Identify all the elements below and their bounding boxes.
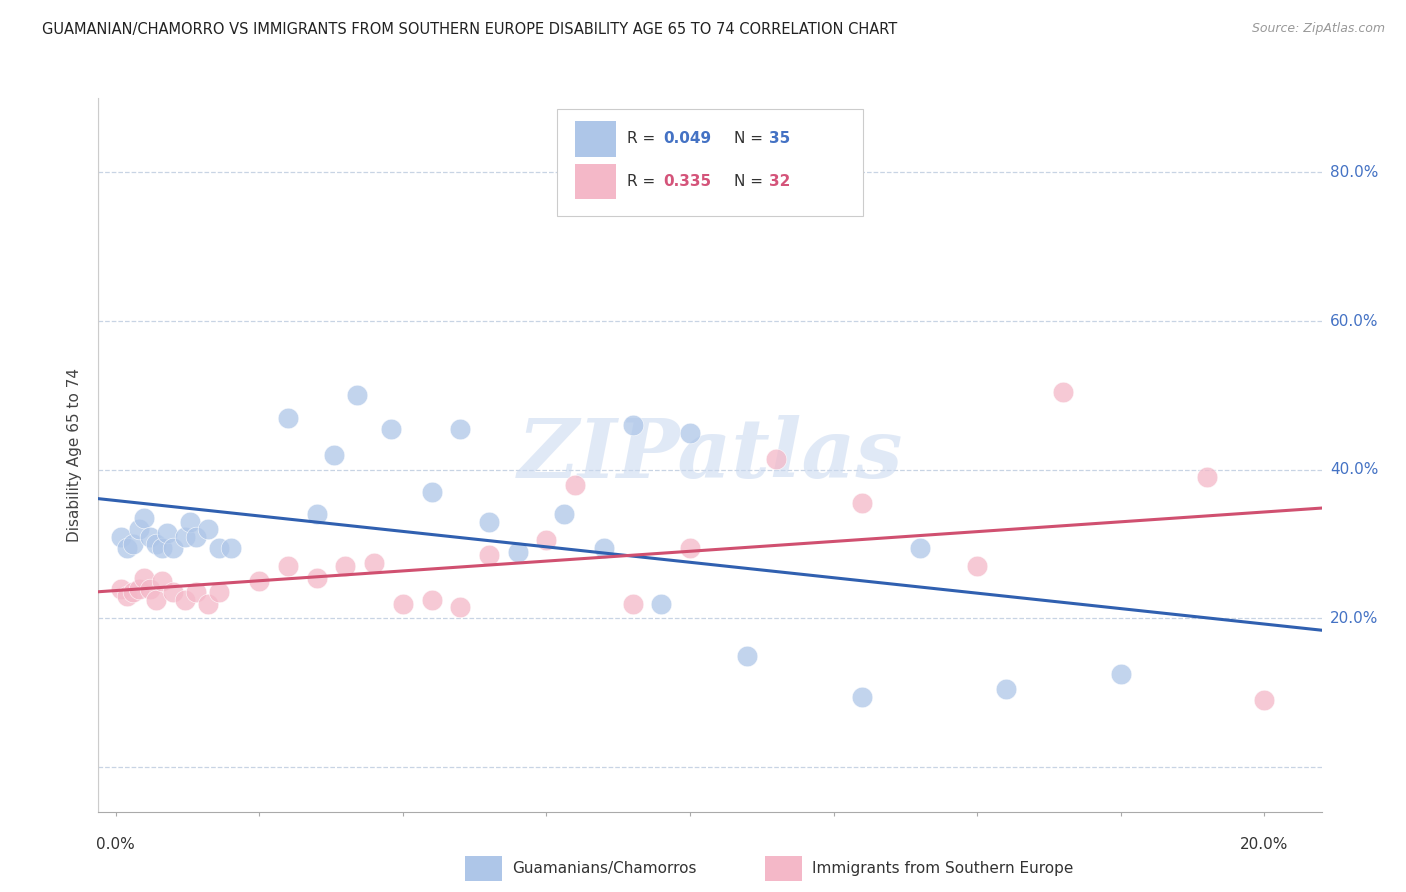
Point [994, 681, 1017, 696]
Point [966, 559, 988, 574]
Point [197, 597, 219, 611]
Point [134, 571, 156, 585]
Point [208, 541, 231, 555]
Point [277, 410, 299, 425]
Point [162, 585, 184, 599]
Text: R =: R = [627, 131, 659, 146]
Text: Source: ZipAtlas.com: Source: ZipAtlas.com [1251, 22, 1385, 36]
FancyBboxPatch shape [765, 856, 801, 881]
Point [156, 526, 179, 541]
Point [380, 422, 402, 436]
Point [1253, 693, 1275, 707]
Point [150, 574, 173, 589]
Point [139, 530, 162, 544]
Point [335, 559, 357, 574]
Point [197, 522, 219, 536]
Point [679, 541, 702, 555]
Text: 32: 32 [769, 174, 790, 189]
Point [115, 541, 138, 555]
Text: GUAMANIAN/CHAMORRO VS IMMIGRANTS FROM SOUTHERN EUROPE DISABILITY AGE 65 TO 74 CO: GUAMANIAN/CHAMORRO VS IMMIGRANTS FROM SO… [42, 22, 897, 37]
Text: N =: N = [734, 131, 768, 146]
Point [506, 544, 529, 558]
Text: 35: 35 [769, 131, 790, 146]
Point [184, 585, 207, 599]
Point [128, 582, 150, 596]
Point [322, 448, 344, 462]
Point [679, 425, 702, 440]
Point [346, 388, 368, 402]
Point [449, 600, 471, 615]
Point [851, 690, 873, 704]
Point [737, 648, 759, 663]
Point [128, 522, 150, 536]
Point [564, 477, 586, 491]
Point [305, 508, 328, 522]
Point [145, 537, 167, 551]
Text: Guamanians/Chamorros: Guamanians/Chamorros [512, 862, 696, 876]
Point [277, 559, 299, 574]
Point [247, 574, 270, 589]
Text: R =: R = [627, 174, 659, 189]
Point [145, 592, 167, 607]
Text: 60.0%: 60.0% [1330, 314, 1378, 328]
Point [122, 537, 145, 551]
Point [162, 541, 184, 555]
Text: 0.049: 0.049 [664, 131, 711, 146]
Point [134, 511, 156, 525]
Point [765, 451, 787, 466]
Point [908, 541, 931, 555]
Point [1052, 384, 1074, 399]
Text: 0.335: 0.335 [664, 174, 711, 189]
Text: Immigrants from Southern Europe: Immigrants from Southern Europe [811, 862, 1073, 876]
Point [420, 592, 443, 607]
FancyBboxPatch shape [575, 164, 616, 200]
Point [139, 582, 162, 596]
Point [219, 541, 242, 555]
Point [173, 530, 195, 544]
Text: 40.0%: 40.0% [1330, 462, 1378, 477]
FancyBboxPatch shape [575, 121, 616, 157]
Point [208, 585, 231, 599]
Point [110, 582, 132, 596]
Point [305, 571, 328, 585]
Point [150, 541, 173, 555]
Point [184, 530, 207, 544]
Point [553, 508, 575, 522]
Y-axis label: Disability Age 65 to 74: Disability Age 65 to 74 [67, 368, 83, 542]
Point [173, 592, 195, 607]
Text: 20.0%: 20.0% [1240, 837, 1288, 852]
FancyBboxPatch shape [465, 856, 502, 881]
Text: 0.0%: 0.0% [96, 837, 135, 852]
Text: 80.0%: 80.0% [1330, 165, 1378, 180]
Point [592, 541, 614, 555]
Point [478, 515, 501, 529]
Point [650, 597, 672, 611]
Point [851, 496, 873, 510]
Point [621, 597, 644, 611]
Point [110, 530, 132, 544]
Point [536, 533, 558, 548]
Text: ZIPatlas: ZIPatlas [517, 415, 903, 495]
Point [122, 585, 145, 599]
Text: 20.0%: 20.0% [1330, 611, 1378, 626]
Point [115, 589, 138, 603]
Point [621, 418, 644, 433]
Point [363, 556, 385, 570]
Point [449, 422, 471, 436]
Point [1195, 470, 1218, 484]
Point [391, 597, 413, 611]
Text: N =: N = [734, 174, 768, 189]
Point [179, 515, 201, 529]
Point [1109, 667, 1132, 681]
Point [420, 485, 443, 500]
FancyBboxPatch shape [557, 109, 863, 216]
Point [478, 548, 501, 563]
